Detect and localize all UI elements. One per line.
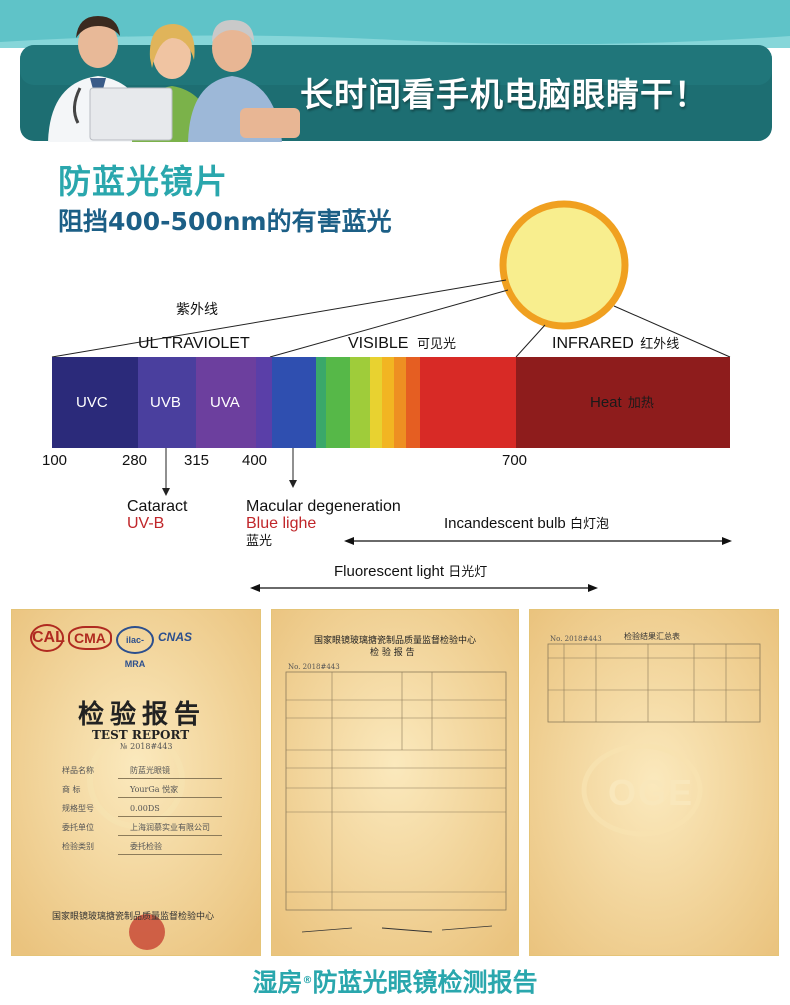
infrared-label: INFRARED 红外线 [552, 335, 679, 354]
report-1-title-zh: 检验报告 [78, 700, 207, 730]
heat-zh: 加热 [627, 396, 654, 411]
macular-label: Macular degeneration [246, 498, 401, 515]
cnas-logo: CNAS [158, 630, 193, 644]
infrared-zh: 红外线 [640, 337, 680, 352]
footer-title: 湿房®防蓝光眼镜检测报告 [0, 965, 790, 1001]
report-3-title: 检验结果汇总表 [624, 632, 680, 641]
visible-zh: 可见光 [416, 337, 456, 352]
report-3: 检验结果汇总表 No. 2018#443 OGE [530, 610, 778, 955]
band-heat: Heat 加热 [590, 394, 654, 413]
row-value: 防蓝光眼镜 [130, 766, 170, 775]
spectrum-diagram [51, 200, 732, 592]
band-uva: UVA [210, 394, 240, 411]
report-3-texture [530, 610, 778, 955]
report-1-rows: 样品名称 防蓝光眼镜 商 标 YourGa 悦家 规格型号 0.00DS 委托单… [62, 762, 222, 857]
lens-title: 防蓝光镜片 [58, 162, 228, 201]
report-1: CAL CMA ilac-MRA CNAS 检验报告 TEST REPORT №… [12, 610, 260, 955]
lens-subtitle: 阻挡400-500nm的有害蓝光 [58, 207, 392, 236]
cataract-uv-label: UV-B [127, 515, 165, 532]
report-1-row: 样品名称 防蓝光眼镜 [62, 762, 222, 781]
report-2-title: 国家眼镜玻璃搪瓷制品质量监督检验中心 [314, 636, 477, 646]
sun-icon [499, 200, 629, 330]
report-1-title-en: TEST REPORT [92, 728, 190, 742]
report-1-number: № 2018#443 [120, 742, 173, 751]
tick-400: 400 [242, 452, 268, 469]
row-key: 样品名称 [62, 766, 94, 775]
uv-label: UL TRAVIOLET [138, 335, 250, 352]
report-1-texture [12, 610, 260, 955]
row-key: 委托单位 [62, 823, 94, 832]
report-1-row: 商 标 YourGa 悦家 [62, 781, 222, 800]
row-key: 规格型号 [62, 804, 94, 813]
incandescent-label: Incandescent bulb 白灯泡 [444, 515, 609, 534]
tick-315: 315 [184, 452, 210, 469]
heat-en: Heat [590, 394, 622, 411]
ilac-logo: ilac-MRA [116, 626, 154, 669]
row-key: 商 标 [62, 785, 81, 794]
band-uvb: UVB [150, 394, 181, 411]
people-illustration [20, 8, 310, 142]
fluorescent-zh: 日光灯 [448, 565, 488, 580]
tick-280: 280 [122, 452, 148, 469]
tick-700: 700 [502, 452, 528, 469]
report-1-row: 规格型号 0.00DS [62, 800, 222, 819]
report-3-watermark: OGE [608, 772, 695, 813]
uv-zh-label: 紫外线 [176, 302, 218, 318]
registered-mark: ® [302, 975, 313, 986]
row-value: 0.00DS [130, 804, 160, 813]
report-2-texture [272, 610, 518, 955]
incandescent-zh: 白灯泡 [569, 517, 609, 532]
row-value: 委托检验 [130, 842, 162, 851]
blue-light-label: Blue lighe [246, 515, 317, 532]
infrared-en: INFRARED [552, 335, 634, 352]
incandescent-en: Incandescent bulb [444, 515, 566, 532]
row-value: YourGa 悦家 [130, 785, 179, 794]
banner-title: 长时间看手机电脑眼睛干！ [300, 75, 708, 114]
fluorescent-en: Fluorescent light [334, 563, 445, 580]
footer-title-a: 湿房 [252, 968, 303, 997]
row-value: 上海润慕实业有限公司 [130, 823, 210, 832]
cal-logo: CAL [30, 624, 65, 652]
cma-logo: CMA [68, 626, 112, 650]
report-1-row: 检验类别 委托检验 [62, 838, 222, 857]
report-2-number: No. 2018#443 [288, 663, 340, 671]
fluorescent-label: Fluorescent light 日光灯 [334, 563, 487, 582]
visible-en: VISIBLE [348, 335, 409, 352]
report-3-number: No. 2018#443 [550, 635, 602, 643]
report-2-subtitle: 检 验 报 告 [370, 648, 415, 658]
report-1-row: 委托单位 上海润慕实业有限公司 [62, 819, 222, 838]
row-key: 检验类别 [62, 842, 94, 851]
visible-label: VISIBLE 可见光 [348, 335, 456, 354]
tick-100: 100 [42, 452, 68, 469]
cataract-label: Cataract [127, 498, 188, 515]
report-1-issuer: 国家眼镜玻璃搪瓷制品质量监督检验中心 [52, 912, 215, 922]
band-uvc: UVC [76, 394, 108, 411]
footer-title-b: 防蓝光眼镜检测报告 [312, 968, 538, 997]
blue-light-zh-label: 蓝光 [246, 534, 273, 549]
report-2: 国家眼镜玻璃搪瓷制品质量监督检验中心 检 验 报 告 No. 2018#443 [272, 610, 518, 955]
